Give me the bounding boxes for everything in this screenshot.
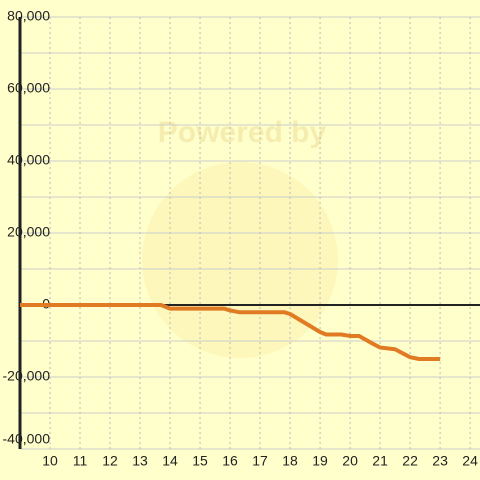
x-tick-label: 24 — [462, 453, 478, 469]
x-tick-label: 13 — [132, 453, 148, 469]
x-tick-label: 21 — [372, 453, 388, 469]
line — [20, 303, 441, 361]
watermark: Powered by — [158, 116, 327, 149]
x-tick-label: 14 — [162, 453, 178, 469]
y-tick-label: -40,000 — [3, 431, 51, 447]
y-tick-label: 40,000 — [7, 152, 50, 168]
x-tick-label: 22 — [402, 453, 418, 469]
y-tick-label: -20,000 — [3, 368, 51, 384]
x-tick-label: 10 — [42, 453, 58, 469]
y-tick-label: 60,000 — [7, 80, 50, 96]
x-tick-label: 16 — [222, 453, 238, 469]
y-tick-label: 80,000 — [7, 8, 50, 24]
watermark-logo — [142, 162, 338, 358]
x-tick-label: 20 — [342, 453, 358, 469]
x-tick-label: 17 — [252, 453, 268, 469]
x-tick-label: 18 — [282, 453, 298, 469]
x-tick-label: 19 — [312, 453, 328, 469]
x-tick-label: 23 — [432, 453, 448, 469]
y-tick-label: 20,000 — [7, 224, 50, 240]
x-tick-label: 15 — [192, 453, 208, 469]
x-tick-label: 11 — [73, 453, 88, 469]
x-tick-label: 12 — [102, 453, 118, 469]
